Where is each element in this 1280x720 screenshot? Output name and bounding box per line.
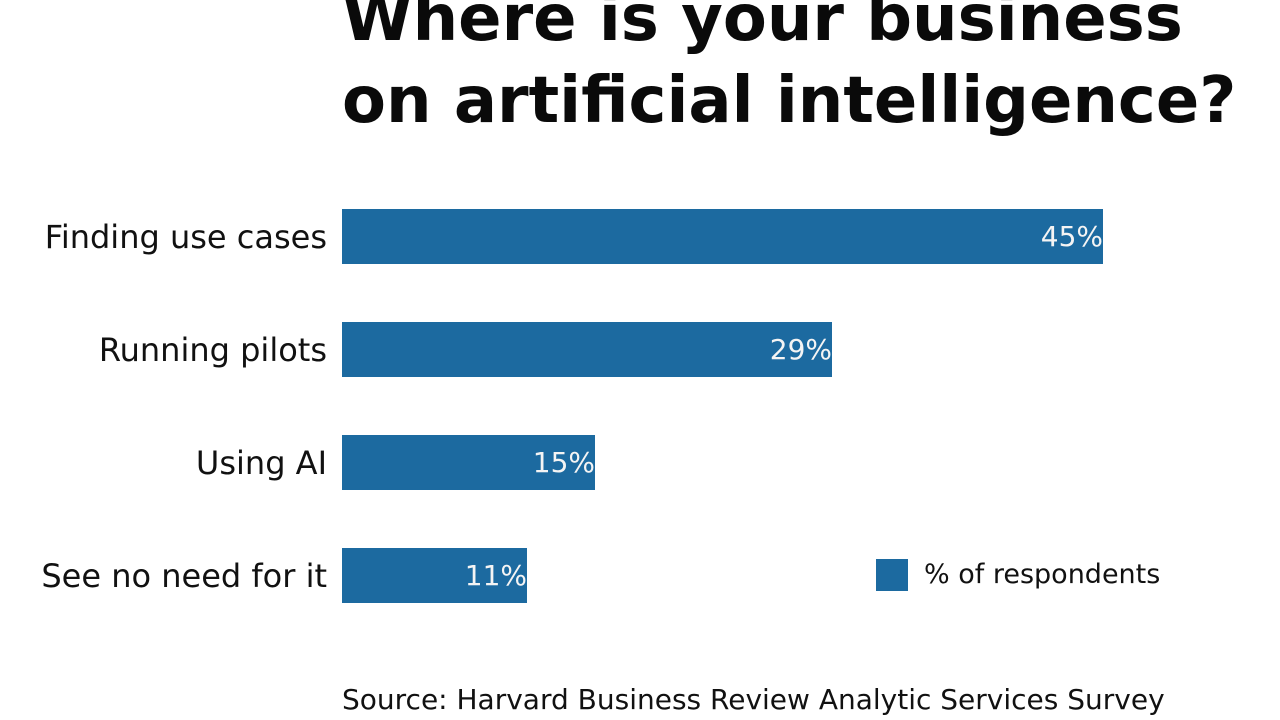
bar-label: Running pilots — [98, 331, 327, 369]
bar: 15% — [342, 435, 595, 490]
bar-row: Running pilots 29% — [0, 322, 1280, 378]
bar: 11% — [342, 548, 527, 603]
title-line-1: Where is your business — [342, 0, 1183, 56]
bar-row: Finding use cases 45% — [0, 209, 1280, 265]
bar-value: 11% — [464, 559, 527, 592]
bar-label: See no need for it — [41, 557, 327, 595]
bar-row: See no need for it 11% — [0, 548, 1280, 604]
bar-label: Using AI — [195, 444, 327, 482]
chart-title: Where is your business on artificial int… — [342, 0, 1236, 142]
bar-value: 15% — [532, 446, 595, 479]
bar: 29% — [342, 322, 832, 377]
bar: 45% — [342, 209, 1103, 264]
title-line-2: on artificial intelligence? — [342, 64, 1237, 138]
legend-label: % of respondents — [924, 559, 1161, 590]
bar-label: Finding use cases — [44, 218, 327, 256]
legend-swatch — [876, 559, 908, 591]
bar-value: 29% — [769, 333, 832, 366]
bar-row: Using AI 15% — [0, 435, 1280, 491]
source-note: Source: Harvard Business Review Analytic… — [342, 683, 1165, 716]
bar-value: 45% — [1040, 220, 1103, 253]
